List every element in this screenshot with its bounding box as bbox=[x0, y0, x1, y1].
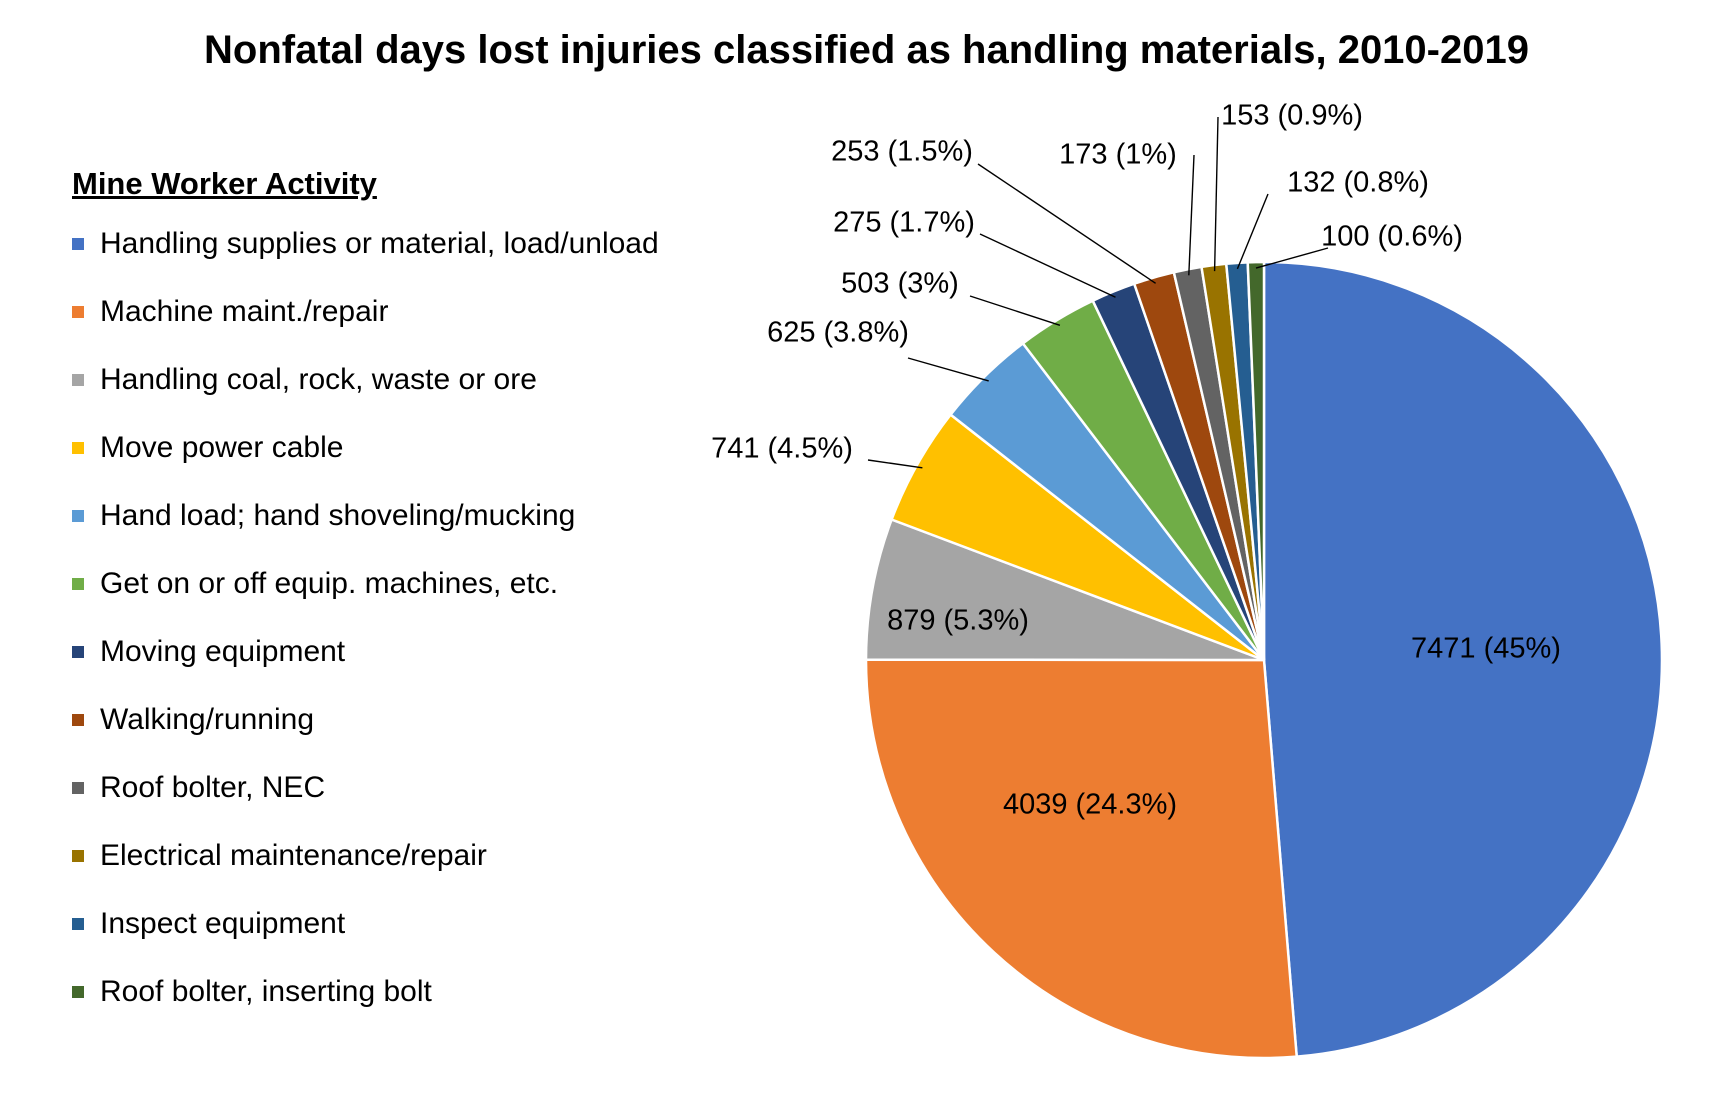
data-label-inspect-equipment: 132 (0.8%) bbox=[1287, 167, 1429, 199]
legend-swatch bbox=[72, 510, 84, 522]
pie-slice-roof-bolter-inserting-bolt bbox=[1246, 260, 1266, 661]
legend-label: Handling supplies or material, load/unlo… bbox=[100, 227, 659, 260]
leader-line-roof-bolter-nec bbox=[1188, 154, 1195, 276]
legend-swatch bbox=[72, 782, 84, 794]
legend-swatch bbox=[72, 646, 84, 658]
legend-label: Handling coal, rock, waste or ore bbox=[100, 363, 537, 396]
legend-label: Get on or off equip. machines, etc. bbox=[100, 567, 559, 600]
legend-label: Machine maint./repair bbox=[100, 295, 389, 328]
leader-lines bbox=[867, 116, 1329, 469]
data-label-handling-coal-rock-waste-or-ore: 879 (5.3%) bbox=[887, 605, 1029, 637]
data-labels: 7471 (45%) 4039 (24.3%) 879 (5.3%) 741 (4.5… bbox=[711, 100, 1561, 821]
legend-item-roof-bolter-nec: Roof bolter, NEC bbox=[72, 754, 659, 822]
legend-item-walking-running: Walking/running bbox=[72, 686, 659, 754]
legend-label: Move power cable bbox=[100, 431, 344, 464]
legend-title: Mine Worker Activity bbox=[72, 166, 377, 201]
legend-item-handling-coal-rock-waste-or-ore: Handling coal, rock, waste or ore bbox=[72, 346, 659, 414]
legend-label: Hand load; hand shoveling/mucking bbox=[100, 499, 576, 532]
data-label-roof-bolter-inserting-bolt: 100 (0.6%) bbox=[1321, 221, 1463, 253]
legend-item-roof-bolter-inserting-bolt: Roof bolter, inserting bolt bbox=[72, 958, 659, 1026]
data-label-moving-equipment: 275 (1.7%) bbox=[833, 207, 975, 239]
pie-slice-handling-coal-rock-waste-or-ore bbox=[864, 517, 1265, 662]
pie-slices bbox=[864, 260, 1664, 1060]
legend-swatch bbox=[72, 442, 84, 454]
legend: Mine Worker Activity Handling supplies o… bbox=[72, 166, 659, 1026]
legend-swatch bbox=[72, 918, 84, 930]
leader-line-walking-running bbox=[977, 163, 1156, 284]
leader-line-electrical-maintenance-repair bbox=[1213, 116, 1219, 272]
data-label-electrical-maintenance-repair: 153 (0.9%) bbox=[1221, 100, 1363, 132]
legend-label: Walking/running bbox=[100, 703, 314, 736]
legend-items: Handling supplies or material, load/unlo… bbox=[72, 210, 659, 1026]
leader-line-moving-equipment bbox=[979, 233, 1116, 298]
data-label-handling-supplies-or-material-load-unload: 7471 (45%) bbox=[1411, 633, 1561, 665]
leader-line-get-on-or-off-equip-machines-etc bbox=[969, 295, 1061, 326]
legend-item-moving-equipment: Moving equipment bbox=[72, 618, 659, 686]
legend-label: Electrical maintenance/repair bbox=[100, 839, 487, 872]
legend-item-machine-maint-repair: Machine maint./repair bbox=[72, 278, 659, 346]
legend-swatch bbox=[72, 238, 84, 250]
legend-item-electrical-maintenance-repair: Electrical maintenance/repair bbox=[72, 822, 659, 890]
legend-label: Roof bolter, inserting bolt bbox=[100, 975, 432, 1008]
data-label-hand-load-hand-shoveling-mucking: 625 (3.8%) bbox=[767, 317, 909, 349]
legend-label: Inspect equipment bbox=[100, 907, 346, 940]
data-label-move-power-cable: 741 (4.5%) bbox=[711, 433, 853, 465]
leader-line-hand-load-hand-shoveling-mucking bbox=[907, 357, 989, 382]
legend-swatch bbox=[72, 374, 84, 386]
legend-label: Moving equipment bbox=[100, 635, 346, 668]
data-label-walking-running: 253 (1.5%) bbox=[831, 136, 973, 168]
data-label-get-on-or-off-equip-machines-etc: 503 (3%) bbox=[841, 268, 959, 300]
pie-slice-handling-supplies-or-material-load-unload bbox=[1262, 260, 1664, 1059]
legend-label: Roof bolter, NEC bbox=[100, 771, 326, 804]
legend-item-move-power-cable: Move power cable bbox=[72, 414, 659, 482]
leader-line-inspect-equipment bbox=[1236, 193, 1269, 270]
data-label-roof-bolter-nec: 173 (1%) bbox=[1059, 139, 1177, 171]
legend-swatch bbox=[72, 986, 84, 998]
legend-item-handling-supplies-or-material-load-unload: Handling supplies or material, load/unlo… bbox=[72, 210, 659, 278]
leader-line-roof-bolter-inserting-bolt bbox=[1255, 247, 1329, 269]
legend-swatch bbox=[72, 714, 84, 726]
legend-item-get-on-or-off-equip-machines-etc: Get on or off equip. machines, etc. bbox=[72, 550, 659, 618]
legend-swatch bbox=[72, 578, 84, 590]
legend-item-hand-load-hand-shoveling-mucking: Hand load; hand shoveling/mucking bbox=[72, 482, 659, 550]
legend-swatch bbox=[72, 306, 84, 318]
leader-line-move-power-cable bbox=[867, 459, 923, 469]
chart-title: Nonfatal days lost injuries classified a… bbox=[204, 28, 1529, 72]
legend-swatch bbox=[72, 850, 84, 862]
legend-item-inspect-equipment: Inspect equipment bbox=[72, 890, 659, 958]
pie-slice-machine-maint-repair bbox=[864, 658, 1299, 1060]
data-label-machine-maint-repair: 4039 (24.3%) bbox=[1003, 789, 1177, 821]
